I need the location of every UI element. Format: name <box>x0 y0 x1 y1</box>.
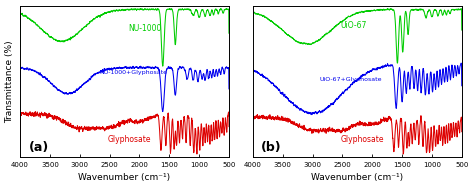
Text: (a): (a) <box>28 141 49 154</box>
Y-axis label: Transmittance (%): Transmittance (%) <box>6 40 15 123</box>
Text: Glyphosate: Glyphosate <box>108 135 151 144</box>
Text: (b): (b) <box>261 141 282 154</box>
Text: NU-1000: NU-1000 <box>129 24 162 33</box>
Text: Glyphosate: Glyphosate <box>341 135 384 144</box>
Text: UiO-67: UiO-67 <box>341 21 367 30</box>
Text: UiO-67+Glyphosate: UiO-67+Glyphosate <box>320 77 382 82</box>
X-axis label: Wavenumber (cm⁻¹): Wavenumber (cm⁻¹) <box>79 174 171 182</box>
X-axis label: Wavenumber (cm⁻¹): Wavenumber (cm⁻¹) <box>311 174 403 182</box>
Text: NU-1000+Glyphosate: NU-1000+Glyphosate <box>100 70 167 75</box>
